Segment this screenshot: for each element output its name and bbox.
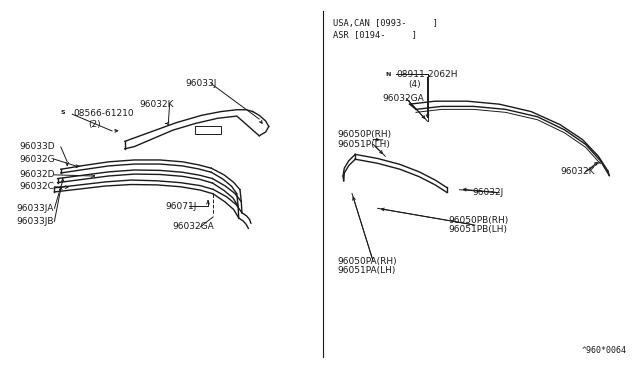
Text: 96033J: 96033J (186, 79, 217, 88)
Text: 96032D: 96032D (19, 170, 54, 179)
Text: 96032GA: 96032GA (383, 94, 424, 103)
Text: 96032GA: 96032GA (173, 222, 214, 231)
Text: USA,CAN [0993-     ]: USA,CAN [0993- ] (333, 19, 438, 28)
Text: 08911-2062H: 08911-2062H (397, 70, 458, 79)
Text: 96032J: 96032J (472, 188, 504, 197)
Text: 96051P(LH): 96051P(LH) (337, 140, 390, 149)
Text: (4): (4) (408, 80, 421, 89)
Text: 96033JB: 96033JB (16, 217, 54, 226)
Text: 96032K: 96032K (560, 167, 595, 176)
Text: 96032G: 96032G (19, 155, 55, 164)
Text: 96033JA: 96033JA (16, 204, 53, 213)
Text: 96032K: 96032K (140, 100, 174, 109)
Text: 96050PA(RH): 96050PA(RH) (337, 257, 397, 266)
Text: S: S (60, 110, 65, 115)
Text: 96050P(RH): 96050P(RH) (337, 130, 392, 139)
Text: (2): (2) (88, 120, 101, 129)
Text: 96033D: 96033D (19, 142, 55, 151)
Text: 96071J: 96071J (165, 202, 196, 211)
Text: 96051PA(LH): 96051PA(LH) (337, 266, 396, 275)
Text: 96050PB(RH): 96050PB(RH) (448, 216, 508, 225)
Text: 96051PB(LH): 96051PB(LH) (448, 225, 507, 234)
Text: ASR [0194-     ]: ASR [0194- ] (333, 30, 417, 39)
Text: 08566-61210: 08566-61210 (74, 109, 134, 118)
Text: N: N (386, 72, 391, 77)
Text: ^960*0064: ^960*0064 (582, 346, 627, 355)
Bar (195, 126, 221, 134)
Text: 96032C: 96032C (19, 182, 54, 191)
